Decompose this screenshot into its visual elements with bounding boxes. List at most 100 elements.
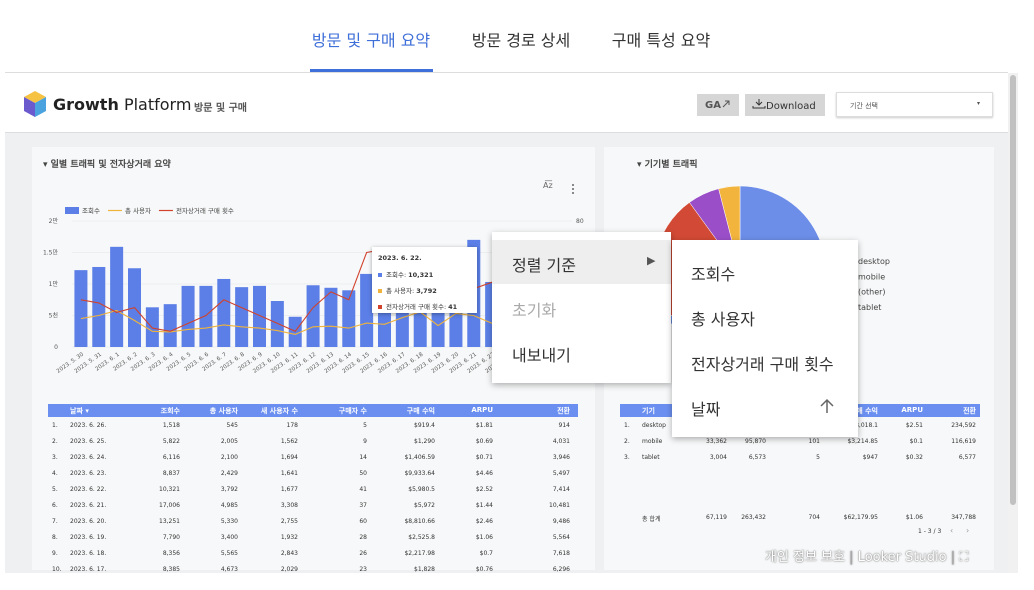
table-cell: $8,810.66 <box>404 518 435 525</box>
sort-icon[interactable]: A͞z <box>543 181 553 190</box>
table-cell: $2.52 <box>475 486 493 493</box>
bar <box>145 307 159 347</box>
table-cell: 8,837 <box>162 470 180 477</box>
submenu-item[interactable]: 조회수 <box>691 265 736 284</box>
table-cell: $0.1 <box>909 438 923 445</box>
page-next[interactable]: › <box>966 526 970 535</box>
column-header: 조회수 <box>160 407 180 415</box>
download-button[interactable]: Download <box>745 94 825 116</box>
table-cell: $0.71 <box>475 454 493 461</box>
menu-highlight <box>492 240 671 284</box>
table-cell: 2,005 <box>220 438 238 445</box>
table-cell: 9,486 <box>552 518 570 525</box>
table-cell: 10,481 <box>549 502 570 509</box>
date-picker-label: 기간 선택 <box>850 102 878 110</box>
table-cell: desktop <box>642 422 666 429</box>
column-header: 총 사용자 <box>209 407 238 415</box>
y-tick-label: 0 <box>54 344 58 351</box>
tooltip-row: 전자상거래 구매 횟수: 41 <box>378 301 471 311</box>
table-cell: 3,946 <box>552 454 570 461</box>
submenu-item[interactable]: 전자상거래 구매 횟수 <box>691 355 834 374</box>
table-cell: 6,573 <box>748 454 766 461</box>
ga-button[interactable]: GA <box>697 94 739 116</box>
table-cell: 7,790 <box>162 534 180 541</box>
bar <box>74 270 88 347</box>
table-cell: 26 <box>359 550 367 557</box>
table-cell: $0.7 <box>479 550 493 557</box>
column-header: ARPU <box>901 406 923 414</box>
table-cell: 2,755 <box>280 518 298 525</box>
table-cell: $3,214.85 <box>847 438 878 445</box>
submenu-item[interactable]: 총 사용자 <box>691 310 755 329</box>
table-cell: $0.69 <box>475 438 493 445</box>
bar <box>163 304 177 347</box>
table-cell: $2.51 <box>905 422 923 429</box>
tooltip-swatch <box>378 289 382 293</box>
table-cell: mobile <box>642 438 663 445</box>
submenu-arrow: ▶ <box>647 254 656 267</box>
table-cell: 7. <box>52 518 58 525</box>
table-cell: 13,251 <box>159 518 180 525</box>
brand-link[interactable]: Looker Studio <box>857 550 947 565</box>
bar <box>270 301 284 347</box>
table-cell: 3. <box>624 454 630 461</box>
table-cell: $5,980.5 <box>408 486 435 493</box>
table-cell: 33,362 <box>706 438 727 445</box>
table-cell: $5,972 <box>414 502 435 509</box>
page-name: 방문 및 구매 <box>194 103 247 114</box>
menu-item[interactable]: 내보내기 <box>512 346 571 365</box>
y-tick-label: 2만 <box>49 217 59 225</box>
more-icon[interactable] <box>570 183 576 195</box>
page-prev[interactable]: ‹ <box>950 526 954 535</box>
table-cell: 14 <box>359 454 367 461</box>
tab[interactable]: 방문 및 구매 요약 <box>311 31 431 50</box>
legend-label: desktop <box>858 257 890 266</box>
table-cell: 23 <box>359 566 367 573</box>
table-cell: 9 <box>363 438 367 445</box>
table-cell: 914 <box>558 422 570 429</box>
tab[interactable]: 방문 경로 상세 <box>471 31 571 50</box>
ga-arrow <box>722 100 730 108</box>
table-cell: 6,577 <box>958 454 976 461</box>
table-cell: 2. <box>624 438 630 445</box>
bar <box>360 273 374 347</box>
scrollbar[interactable] <box>1008 73 1018 573</box>
tooltip: 2023. 6. 22. 조회수: 10,321 총 사용자: 3,792 전자상거래 … <box>372 247 477 313</box>
table-cell: 95,870 <box>745 438 766 445</box>
table-cell: 1. <box>52 422 58 429</box>
date-picker[interactable]: 기간 선택 ▾ <box>836 92 993 117</box>
table-cell: 50 <box>359 470 367 477</box>
table-cell: 1,518 <box>162 422 180 429</box>
table-cell: $4.46 <box>475 470 493 477</box>
menu-item[interactable]: 정렬 기준 <box>512 256 576 275</box>
table-cell: 5,822 <box>162 438 180 445</box>
table-header <box>48 404 578 417</box>
submenu-item[interactable]: 날짜 <box>691 400 721 419</box>
table-cell: 7,414 <box>552 486 570 493</box>
table-cell: 116,619 <box>951 438 976 445</box>
tab-indicator <box>310 69 433 72</box>
table-cell: 178 <box>286 422 298 429</box>
table-cell: 1,677 <box>280 486 298 493</box>
table-cell: 17,006 <box>159 502 180 509</box>
table-cell: 1,562 <box>280 438 298 445</box>
table-cell: $0.32 <box>905 454 923 461</box>
table-cell: $919.4 <box>414 422 435 429</box>
column-header: 전환 <box>557 407 570 415</box>
table-cell: $2,217.98 <box>404 550 435 557</box>
table-cell: 234,592 <box>951 422 976 429</box>
table-cell: 10. <box>52 566 62 573</box>
column-header: ARPU <box>471 406 493 414</box>
privacy-link[interactable]: 개인 정보 보호 <box>765 550 846 565</box>
download-label: Download <box>766 101 816 112</box>
table-cell: $1,406.59 <box>404 454 435 461</box>
table-cell: 704 <box>808 514 820 521</box>
caret: ▾ <box>976 100 980 107</box>
legend-label: (other) <box>858 288 886 297</box>
table-cell: 4,985 <box>220 502 238 509</box>
context-menu: 정렬 기준 ▶ 초기화 내보내기 <box>492 232 671 383</box>
bar <box>217 278 231 347</box>
y-tick-label: 1.5만 <box>43 249 59 257</box>
tab[interactable]: 구매 특성 요약 <box>611 31 711 50</box>
fullscreen-icon[interactable]: ⛶ <box>959 550 969 565</box>
